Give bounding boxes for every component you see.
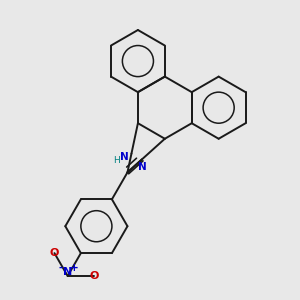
Text: H: H (113, 156, 120, 165)
Text: +: + (70, 262, 79, 273)
Text: N: N (138, 162, 147, 172)
Text: N: N (63, 267, 72, 278)
Text: O: O (50, 248, 59, 258)
Text: N: N (120, 152, 129, 162)
Text: -: - (59, 262, 63, 273)
Text: O: O (89, 271, 99, 281)
